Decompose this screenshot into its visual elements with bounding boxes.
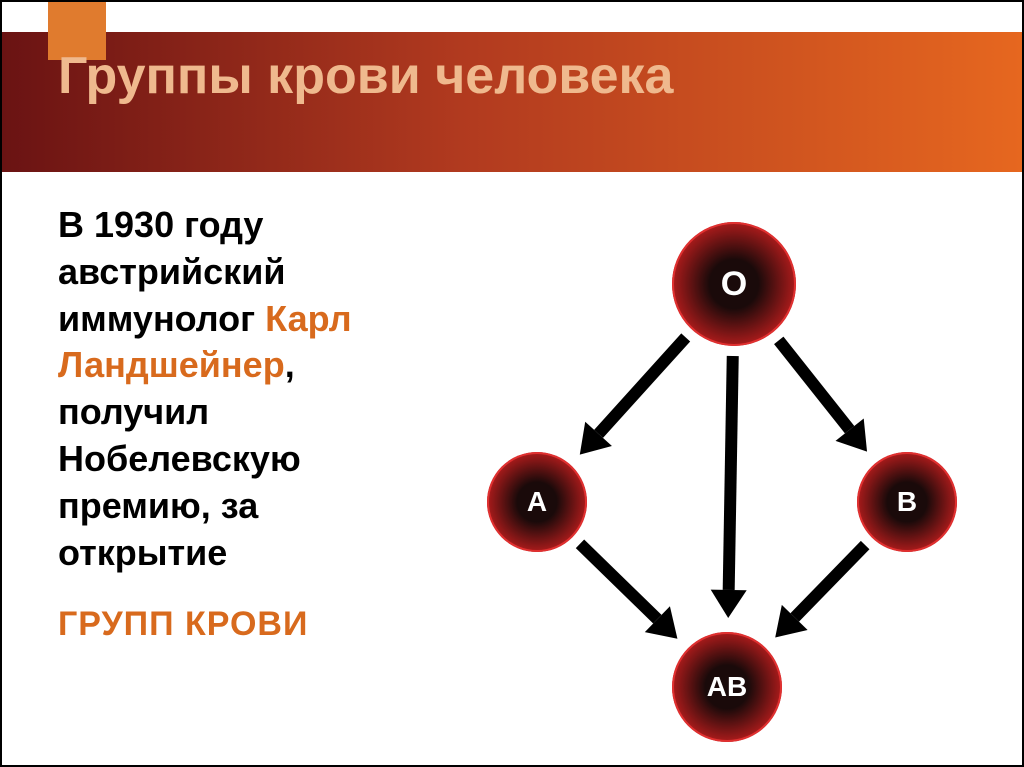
node-A: A (487, 452, 587, 552)
body-intro: В 1930 году австрийский иммунолог Карл Л… (58, 202, 408, 576)
scientist-name: Карл Ландшейнер (58, 298, 352, 386)
node-label: AB (707, 671, 747, 703)
body-conclusion: ГРУПП КРОВИ (58, 602, 408, 646)
node-O: O (672, 222, 796, 346)
blood-type-diagram: OABAB (432, 202, 992, 722)
node-label: B (897, 486, 917, 518)
node-label: A (527, 486, 547, 518)
node-AB: AB (672, 632, 782, 742)
body-text: В 1930 году австрийский иммунолог Карл Л… (58, 202, 408, 647)
node-B: B (857, 452, 957, 552)
slide: Группы крови человека В 1930 году австри… (0, 0, 1024, 767)
node-label: O (721, 265, 747, 304)
slide-title: Группы крови человека (58, 46, 673, 106)
